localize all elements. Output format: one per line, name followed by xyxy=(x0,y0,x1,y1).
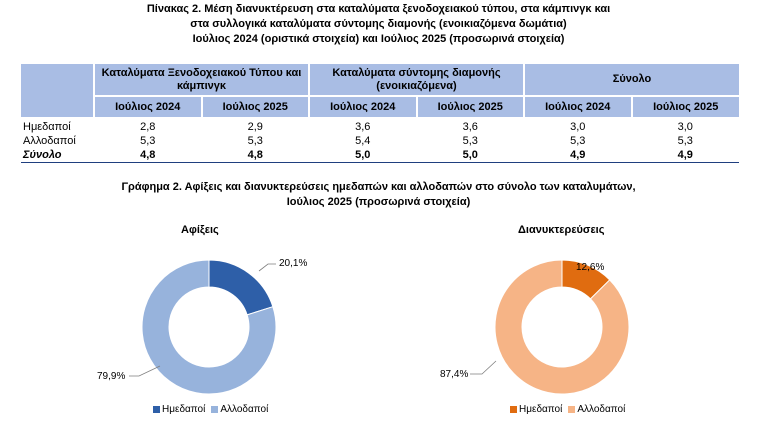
table-title: Πίνακας 2. Μέση διανυκτέρευση στα καταλύ… xyxy=(0,2,757,47)
nights-legend: Ημεδαποί Αλλοδαποί xyxy=(510,404,631,415)
subheader-cell: Ιούλιος 2025 xyxy=(415,95,524,117)
nights-label-domestic: 12,6% xyxy=(576,262,605,273)
legend-item: Ημεδαποί xyxy=(510,404,562,415)
group-header-short-stay: Καταλύματα σύντομης διαμονής (ενοικιαζόμ… xyxy=(308,64,524,96)
group-header-hotels: Καταλύματα Ξενοδοχειακού Τύπου και κάμπι… xyxy=(93,64,309,96)
legend-label: Ημεδαποί xyxy=(162,404,206,415)
legend-label: Αλλοδαποί xyxy=(577,404,626,415)
table-group-header-row: Καταλύματα Ξενοδοχειακού Τύπου και κάμπι… xyxy=(21,64,739,117)
table-cell: 2,9 xyxy=(247,121,263,133)
table-cell: 3,0 xyxy=(570,121,586,133)
legend-swatch xyxy=(211,406,219,413)
table-cell: 5,0 xyxy=(309,148,417,163)
table-cell: 4,8 xyxy=(94,148,202,163)
table-cell: 3,0 xyxy=(677,121,693,133)
arrivals-chart-title: Αφίξεις xyxy=(181,224,219,236)
arrivals-label-foreign: 79,9% xyxy=(97,371,126,382)
subheader-cell: Ιούλιος 2024 xyxy=(523,95,632,117)
chart-title-line-2: Ιούλιος 2025 (προσωρινά στοιχεία) xyxy=(286,196,471,208)
subheader-cell: Ιούλιος 2025 xyxy=(200,95,309,117)
table-cell: 5,3 xyxy=(247,135,263,147)
legend-swatch xyxy=(153,406,160,413)
table-cell: 5,3 xyxy=(462,135,478,147)
nights-donut-chart xyxy=(494,259,630,395)
subheader-cell: Ιούλιος 2024 xyxy=(308,95,417,117)
legend-label: Ημεδαποί xyxy=(519,404,563,415)
arrivals-slice-foreign xyxy=(141,259,277,395)
table-cell: 3,6 xyxy=(462,121,478,133)
table-row: Αλλοδαποί 5,3 5,3 5,4 5,3 5,3 5,3 xyxy=(21,134,739,148)
row-label: Σύνολο xyxy=(21,148,94,163)
table-total-row: Σύνολο 4,8 4,8 5,0 5,0 4,9 4,9 xyxy=(21,148,739,163)
group-header-total: Σύνολο xyxy=(523,64,739,96)
table-cell: 2,8 xyxy=(140,121,156,133)
table-cell: 3,6 xyxy=(355,121,371,133)
subheader-cell: Ιούλιος 2025 xyxy=(630,95,739,117)
arrivals-slice-domestic xyxy=(208,259,274,316)
legend-swatch xyxy=(510,406,517,413)
table-title-line-3: Ιούλιος 2024 (οριστικά στοιχεία) και Ιού… xyxy=(192,33,565,45)
table-corner-cell xyxy=(21,64,94,117)
legend-label: Αλλοδαποί xyxy=(220,404,269,415)
arrivals-label-domestic: 20,1% xyxy=(279,258,308,269)
nights-slice-foreign xyxy=(494,259,630,395)
legend-item: Ημεδαποί xyxy=(153,404,205,415)
legend-item: Αλλοδαποί xyxy=(211,404,268,415)
stay-duration-table: Καταλύματα Ξενοδοχειακού Τύπου και κάμπι… xyxy=(21,64,739,163)
legend-item: Αλλοδαποί xyxy=(568,404,625,415)
table-cell: 4,9 xyxy=(524,148,632,163)
table-cell: 4,8 xyxy=(201,148,309,163)
table-title-line-1: Πίνακας 2. Μέση διανυκτέρευση στα καταλύ… xyxy=(146,3,611,15)
arrivals-donut-chart xyxy=(141,259,277,395)
table-cell: 5,3 xyxy=(570,135,586,147)
table-cell: 5,0 xyxy=(416,148,524,163)
chart-title-line-1: Γράφημα 2. Αφίξεις και διανυκτερεύσεις η… xyxy=(121,181,636,193)
legend-swatch xyxy=(568,406,576,413)
subheader-cell: Ιούλιος 2024 xyxy=(93,95,202,117)
table-cell: 5,3 xyxy=(677,135,693,147)
table-cell: 4,9 xyxy=(631,148,739,163)
table-title-line-2: στα συλλογικά καταλύματα σύντομης διαμον… xyxy=(190,18,567,30)
table-cell: 5,4 xyxy=(355,135,371,147)
table-row: Ημεδαποί 2,8 2,9 3,6 3,6 3,0 3,0 xyxy=(21,117,739,134)
nights-label-foreign: 87,4% xyxy=(440,369,469,380)
row-label: Αλλοδαποί xyxy=(23,135,76,147)
chart-section-title: Γράφημα 2. Αφίξεις και διανυκτερεύσεις η… xyxy=(0,180,757,210)
nights-chart-title: Διανυκτερεύσεις xyxy=(518,224,605,236)
table-subheader-row: Ιούλιος 2024 Ιούλιος 2025 Ιούλιος 2024 Ι… xyxy=(21,95,739,117)
row-label: Ημεδαποί xyxy=(23,121,71,133)
table-cell: 5,3 xyxy=(140,135,156,147)
arrivals-legend: Ημεδαποί Αλλοδαποί xyxy=(153,404,274,415)
